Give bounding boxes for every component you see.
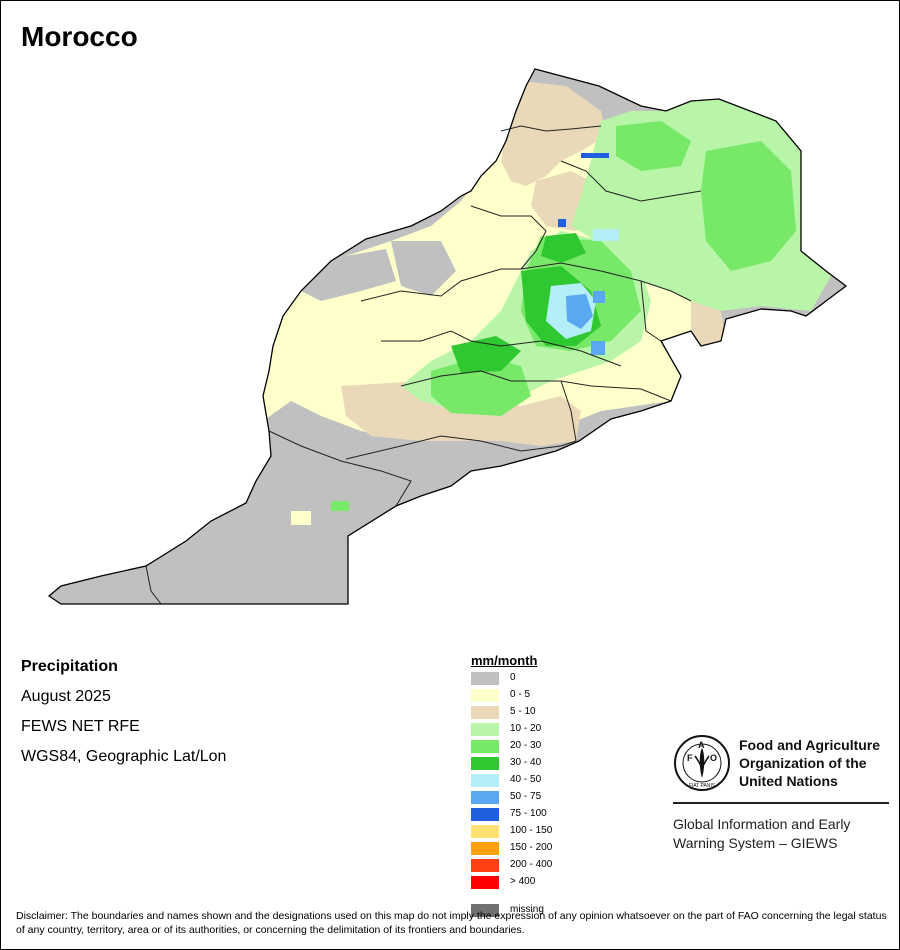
fao-logo-motto: FIAT PANIS — [689, 783, 716, 789]
fao-name: Food and Agriculture Organization of the… — [739, 736, 880, 790]
region-boundaries — [145, 125, 702, 605]
fao-logo-letter-o: O — [710, 753, 717, 763]
legend-swatch — [471, 689, 499, 702]
zone-0mm-doukkala — [301, 249, 396, 301]
legend-label: 20 - 30 — [510, 740, 542, 751]
zone-75-100mm-patch — [581, 153, 609, 158]
fao-name-line-2: Organization of the — [739, 755, 867, 771]
disclaimer: Disclaimer: The boundaries and names sho… — [16, 910, 887, 936]
fao-name-line-3: United Nations — [739, 773, 838, 789]
zone-20-30mm-east — [701, 141, 796, 271]
legend-label: 0 - 5 — [510, 689, 531, 700]
zone-50-75mm-patch-2 — [593, 291, 605, 303]
giews-line-1: Global Information and Early — [673, 816, 851, 832]
boundary-guelmim — [268, 430, 412, 507]
legend-swatch — [471, 876, 499, 889]
zone-20-30mm-north — [616, 121, 691, 171]
legend-label-missing: missing — [510, 904, 544, 915]
boundary-draa — [560, 380, 577, 442]
legend-unit: mm/month — [471, 653, 538, 668]
fao-logo-letter-a: A — [698, 740, 705, 750]
boundary-middle — [360, 262, 692, 302]
period-label: August 2025 — [21, 688, 111, 705]
precipitation-map — [48, 68, 847, 605]
zone-0mm-chaouia — [391, 241, 456, 296]
legend-label: 10 - 20 — [510, 723, 542, 734]
projection-label: WGS84, Geographic Lat/Lon — [21, 748, 227, 765]
fao-logo-icon: F A O FIAT PANIS — [674, 735, 730, 791]
legend-swatch — [471, 706, 499, 719]
boundary-south-atlas — [400, 370, 672, 402]
source-label: FEWS NET RFE — [21, 718, 140, 735]
boundary-rabat — [470, 205, 547, 270]
legend-swatch-missing — [471, 904, 499, 917]
legend-label: > 400 — [510, 876, 536, 887]
legend-swatch — [471, 808, 499, 821]
giews-name: Global Information and Early Warning Sys… — [673, 815, 850, 853]
legend-label: 5 - 10 — [510, 706, 536, 717]
boundary-rif — [560, 160, 702, 202]
boundary-tangier — [500, 125, 602, 132]
boundary-atlas — [381, 330, 622, 367]
legend-swatch — [471, 842, 499, 855]
legend-label: 100 - 150 — [510, 825, 553, 836]
legend-swatch — [471, 859, 499, 872]
zone-75-100mm-patch-2 — [558, 219, 566, 227]
giews-line-2: Warning System – GIEWS — [673, 835, 838, 851]
fao-name-line-1: Food and Agriculture — [739, 737, 881, 753]
legend-swatch — [471, 723, 499, 736]
boundary-dakhla — [145, 565, 162, 605]
legend-label: 75 - 100 — [510, 808, 547, 819]
legend-swatch — [471, 740, 499, 753]
variable-label: Precipitation — [21, 658, 118, 675]
legend-label: 150 - 200 — [510, 842, 553, 853]
boundary-souss — [345, 435, 577, 460]
legend-swatch — [471, 774, 499, 787]
boundary-east — [640, 280, 662, 342]
legend-swatch — [471, 791, 499, 804]
fao-divider — [673, 802, 889, 804]
legend-swatch — [471, 672, 499, 685]
zone-50-75mm-patch — [591, 341, 605, 355]
legend-label: 30 - 40 — [510, 757, 542, 768]
zone-5-10mm-figuig — [691, 301, 726, 346]
legend-label: 0 — [510, 672, 516, 683]
legend-label: 50 - 75 — [510, 791, 542, 802]
zone-30-40mm-north — [541, 233, 586, 263]
map-title: Morocco — [21, 21, 138, 52]
zone-0-5mm-south-spot — [291, 511, 311, 525]
zone-50-75mm-core — [566, 294, 593, 329]
legend-swatch — [471, 757, 499, 770]
fao-logo-letter-f: F — [687, 753, 693, 763]
zone-40-50mm-patch — [593, 229, 619, 241]
zone-20-30mm-south-spot — [331, 501, 349, 511]
zone-20-30mm-highatlas — [431, 356, 531, 416]
legend-label: 40 - 50 — [510, 774, 542, 785]
zone-5-10mm-north — [501, 81, 606, 186]
legend-label: 200 - 400 — [510, 859, 553, 870]
legend-swatch — [471, 825, 499, 838]
